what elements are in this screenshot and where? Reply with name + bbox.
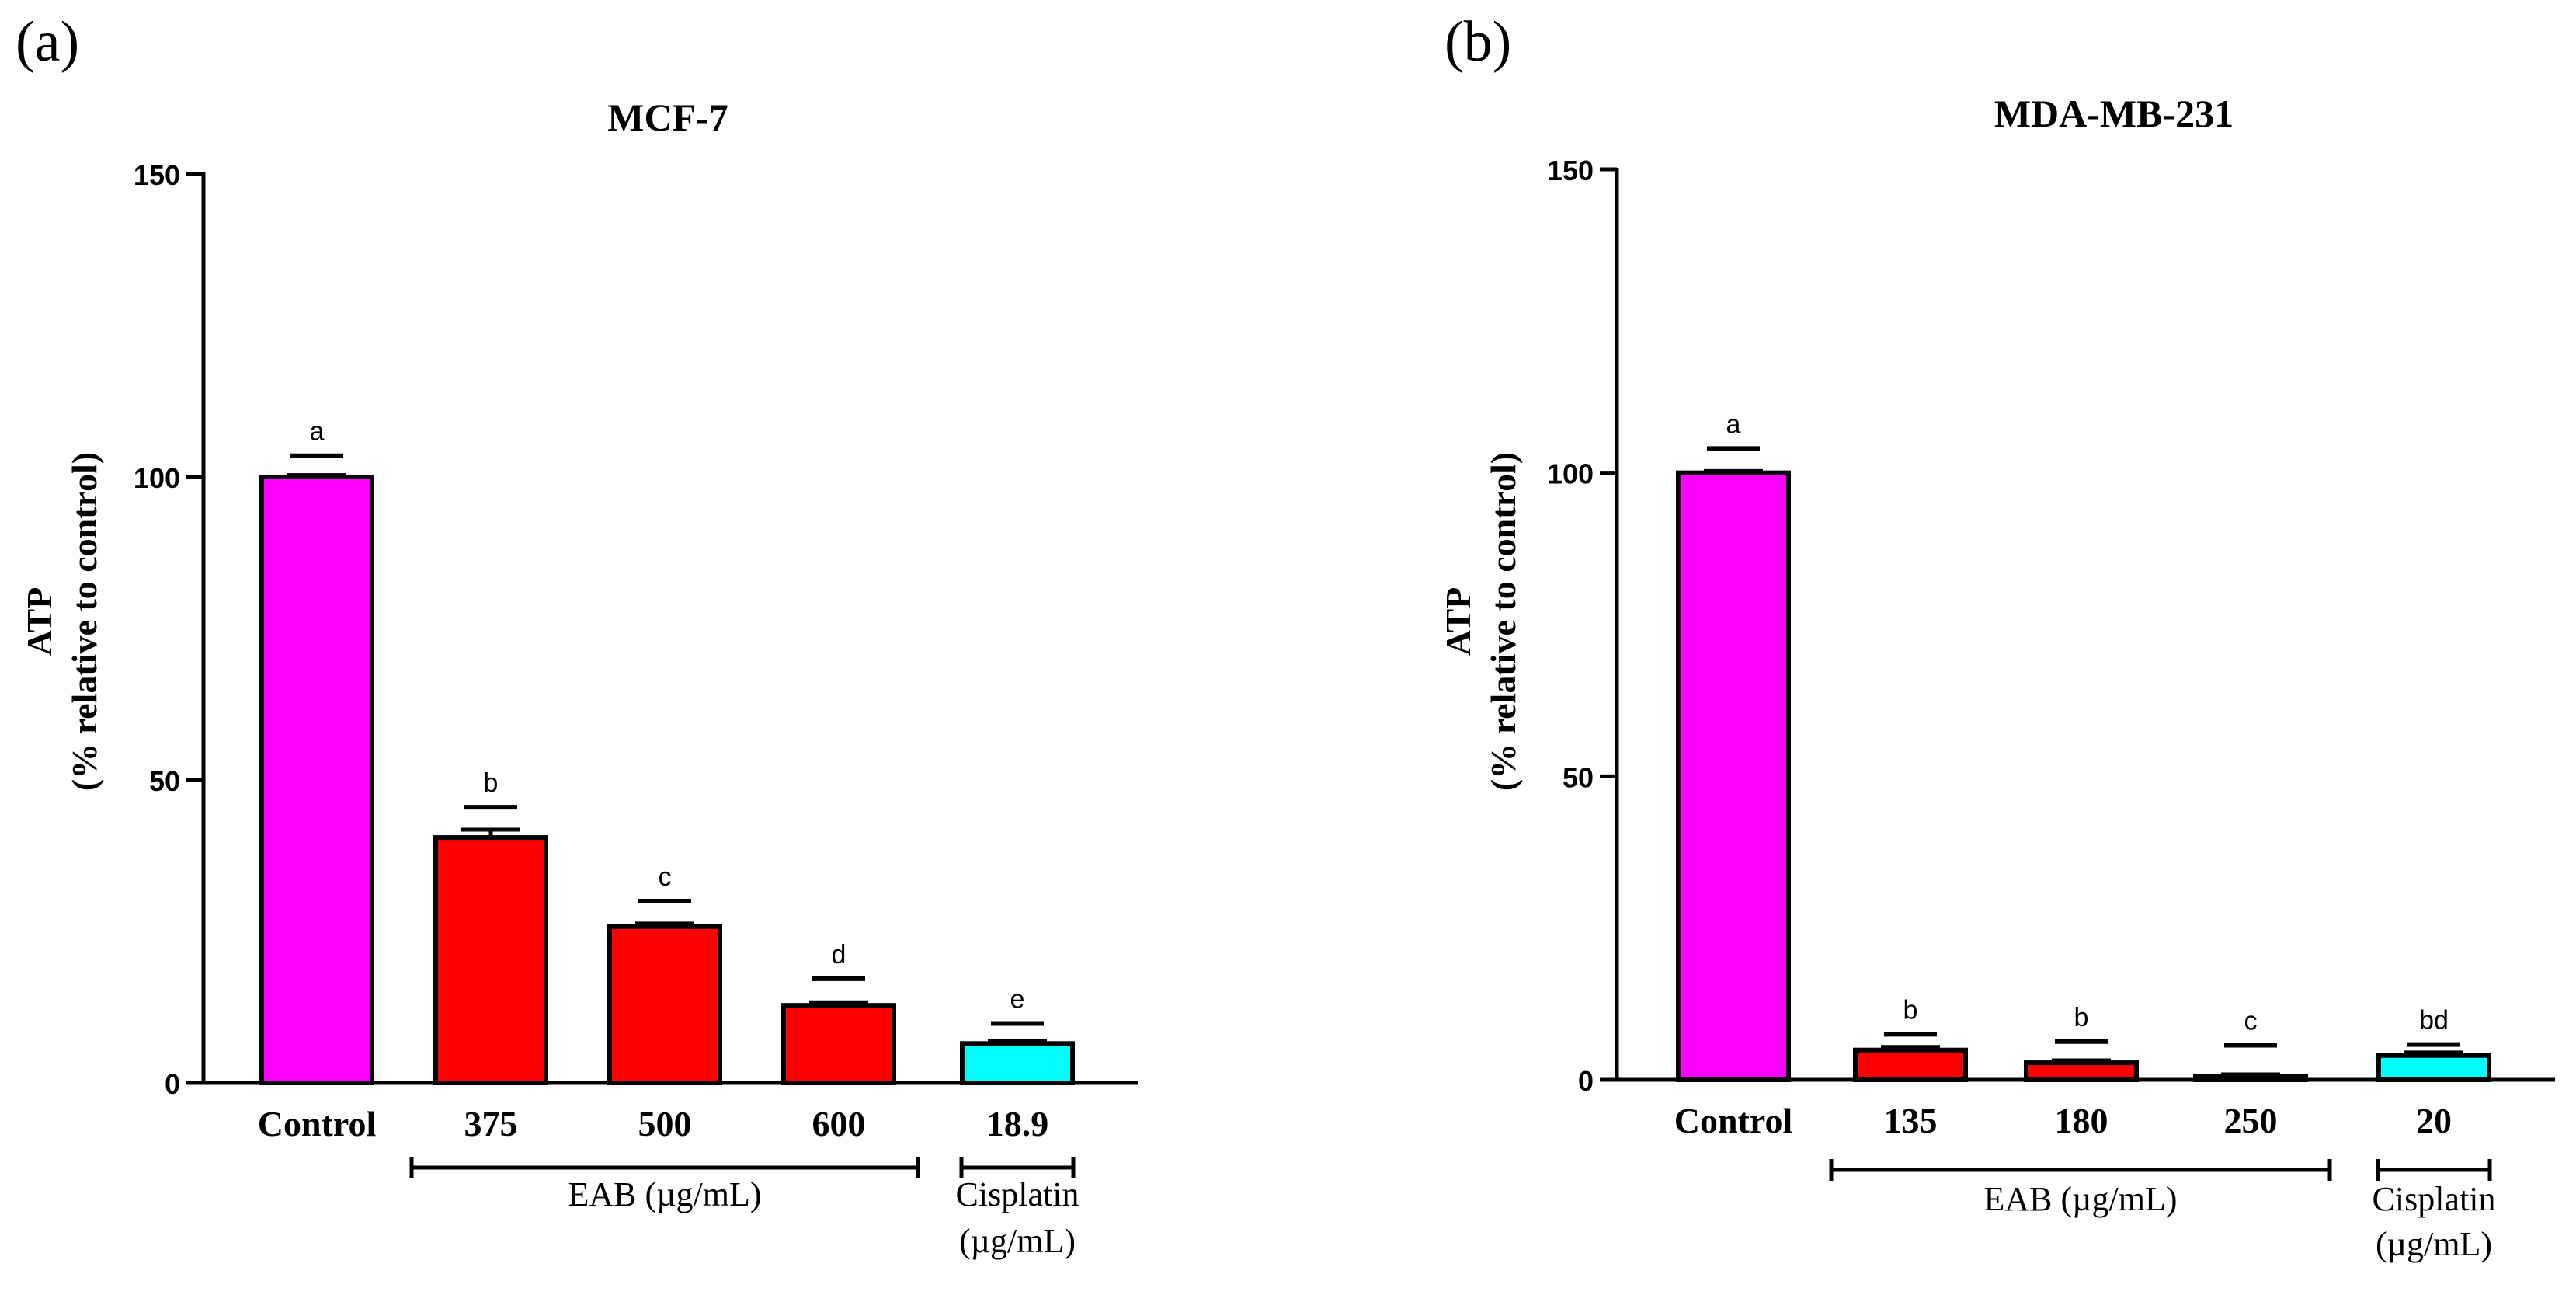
x-tick-label: 250 bbox=[2224, 1101, 2278, 1140]
significance-letter: bd bbox=[2419, 1006, 2449, 1036]
bar bbox=[781, 1003, 896, 1086]
chart-panel-2: (b) MDA-MB-231 ATP (% relative to control) 0… bbox=[1438, 10, 2555, 1263]
y-tick-label: 100 bbox=[1547, 458, 1594, 490]
group-label-line1: Cisplatin bbox=[956, 1175, 1079, 1213]
panel-label: (a) bbox=[16, 10, 79, 74]
bar bbox=[2193, 1074, 2308, 1083]
bar bbox=[1853, 1047, 1968, 1083]
significance-letter: c bbox=[659, 862, 672, 892]
significance-letter: c bbox=[2244, 1006, 2258, 1036]
significance-letter: d bbox=[832, 940, 846, 970]
group-label-line2: (µg/mL) bbox=[2376, 1225, 2492, 1263]
x-tick-label: 20 bbox=[2416, 1101, 2452, 1140]
panel-label: (b) bbox=[1444, 10, 1511, 74]
y-tick-label: 50 bbox=[149, 765, 180, 797]
x-tick-label: 135 bbox=[1884, 1101, 1938, 1140]
group-label: EAB (µg/mL) bbox=[1984, 1180, 2178, 1218]
significance-letter: e bbox=[1010, 985, 1025, 1015]
chart-panel-1: (a) MCF-7 ATP (% relative to control) 0 50 100… bbox=[16, 10, 1138, 1260]
x-tick-label: 180 bbox=[2055, 1101, 2108, 1140]
y-tick-label: 150 bbox=[134, 159, 180, 191]
x-tick-label: 500 bbox=[638, 1104, 692, 1144]
bar bbox=[960, 1041, 1075, 1086]
significance-letter: b bbox=[2074, 1003, 2089, 1032]
significance-letter: b bbox=[484, 768, 499, 798]
x-tick-label: Control bbox=[258, 1104, 377, 1144]
group-label-line2: (µg/mL) bbox=[959, 1222, 1076, 1260]
y-tick-label: 50 bbox=[1563, 761, 1594, 793]
bar bbox=[607, 924, 722, 1086]
y-axis-label-line2: (% relative to control) bbox=[1483, 452, 1523, 791]
bar bbox=[2024, 1060, 2139, 1083]
group-label: EAB (µg/mL) bbox=[568, 1175, 762, 1213]
bar bbox=[259, 475, 374, 1085]
y-axis-label: ATP (% relative to control) bbox=[19, 452, 104, 791]
x-tick-label: 18.9 bbox=[986, 1104, 1049, 1144]
y-tick-label: 0 bbox=[165, 1068, 180, 1100]
group-label-line1: Cisplatin bbox=[2373, 1180, 2496, 1218]
chart-title: MCF-7 bbox=[607, 96, 728, 139]
bar bbox=[2376, 1053, 2491, 1083]
y-axis-label-line2: (% relative to control) bbox=[64, 452, 104, 791]
bar bbox=[433, 835, 548, 1085]
chart-title: MDA-MB-231 bbox=[1994, 92, 2234, 135]
y-axis-label-line1: ATP bbox=[1438, 587, 1478, 656]
y-tick-label: 150 bbox=[1547, 155, 1594, 186]
x-tick-label: 600 bbox=[812, 1104, 866, 1144]
significance-letter: b bbox=[1903, 995, 1918, 1025]
y-tick-label: 100 bbox=[134, 462, 180, 494]
x-tick-label: 375 bbox=[464, 1104, 518, 1144]
y-axis-label-line1: ATP bbox=[19, 587, 59, 656]
significance-letter: a bbox=[310, 417, 325, 447]
y-axis-label: ATP (% relative to control) bbox=[1438, 452, 1523, 791]
y-tick-label: 0 bbox=[1578, 1065, 1594, 1097]
bar bbox=[1676, 470, 1791, 1082]
significance-letter: a bbox=[1726, 409, 1741, 439]
x-tick-label: Control bbox=[1674, 1101, 1793, 1140]
